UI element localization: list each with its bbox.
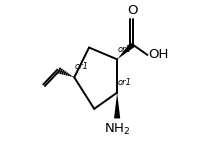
Text: O: O <box>127 4 138 17</box>
Polygon shape <box>117 42 135 59</box>
Text: NH$_2$: NH$_2$ <box>104 122 130 137</box>
Polygon shape <box>114 93 120 118</box>
Text: or1: or1 <box>118 78 132 87</box>
Text: OH: OH <box>148 48 169 61</box>
Text: or1: or1 <box>75 62 89 71</box>
Text: or1: or1 <box>118 45 132 54</box>
